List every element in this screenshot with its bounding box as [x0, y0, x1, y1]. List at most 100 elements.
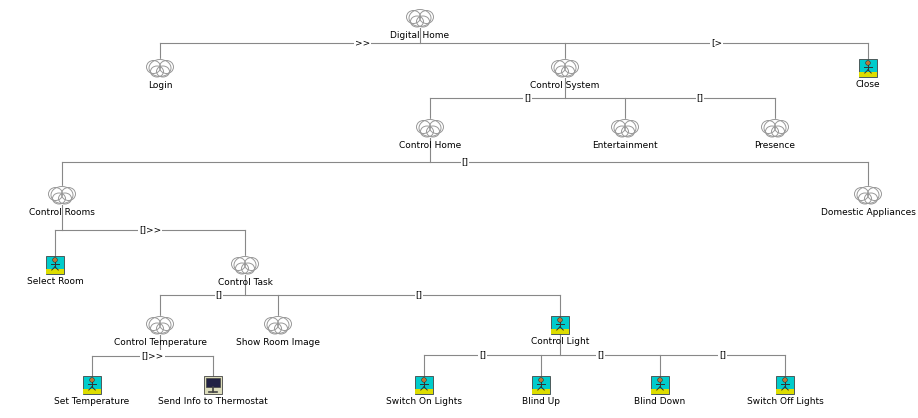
FancyBboxPatch shape: [551, 316, 569, 334]
Ellipse shape: [417, 120, 431, 133]
Ellipse shape: [614, 120, 636, 137]
Ellipse shape: [160, 318, 174, 331]
Text: Blind Down: Blind Down: [634, 397, 686, 406]
Text: Domestic Appliances: Domestic Appliances: [821, 208, 915, 217]
Ellipse shape: [766, 126, 778, 137]
Ellipse shape: [624, 120, 639, 133]
Ellipse shape: [565, 61, 578, 74]
Circle shape: [90, 377, 95, 382]
Text: []: []: [697, 94, 703, 102]
FancyBboxPatch shape: [204, 376, 222, 394]
Text: >>: >>: [355, 38, 370, 48]
Ellipse shape: [555, 66, 568, 77]
Circle shape: [866, 61, 870, 65]
Text: Control Temperature: Control Temperature: [114, 338, 207, 347]
Text: Send Info to Thermostat: Send Info to Thermostat: [158, 397, 268, 406]
Ellipse shape: [267, 316, 289, 334]
Ellipse shape: [241, 263, 254, 274]
Ellipse shape: [554, 59, 576, 76]
Ellipse shape: [268, 323, 282, 334]
Text: []: []: [719, 351, 726, 359]
Ellipse shape: [156, 66, 170, 77]
Ellipse shape: [611, 120, 625, 133]
Ellipse shape: [156, 323, 170, 334]
Text: Close: Close: [856, 80, 880, 89]
Text: [>: [>: [711, 38, 722, 48]
Ellipse shape: [49, 188, 62, 201]
Text: Blind Up: Blind Up: [522, 397, 560, 406]
Circle shape: [557, 318, 563, 322]
Ellipse shape: [274, 323, 287, 334]
Ellipse shape: [151, 323, 163, 334]
Text: Entertainment: Entertainment: [592, 141, 658, 150]
Text: []: []: [524, 94, 531, 102]
Ellipse shape: [420, 10, 433, 23]
Text: Login: Login: [148, 81, 173, 90]
Ellipse shape: [244, 257, 259, 270]
Ellipse shape: [59, 193, 72, 204]
Ellipse shape: [410, 16, 423, 27]
Ellipse shape: [771, 126, 785, 137]
Ellipse shape: [762, 120, 776, 133]
FancyBboxPatch shape: [532, 389, 550, 394]
Text: Select Room: Select Room: [27, 277, 84, 286]
Ellipse shape: [430, 120, 443, 133]
Text: Set Temperature: Set Temperature: [54, 397, 129, 406]
Ellipse shape: [427, 126, 440, 137]
Circle shape: [539, 377, 543, 382]
Ellipse shape: [857, 186, 879, 204]
Text: Control Rooms: Control Rooms: [29, 208, 95, 217]
Ellipse shape: [149, 59, 171, 76]
Ellipse shape: [147, 318, 161, 331]
Ellipse shape: [865, 193, 878, 204]
Ellipse shape: [51, 186, 73, 204]
FancyBboxPatch shape: [551, 329, 569, 334]
Ellipse shape: [858, 193, 871, 204]
FancyBboxPatch shape: [776, 389, 794, 394]
Ellipse shape: [615, 126, 629, 137]
Ellipse shape: [409, 10, 431, 26]
Text: []: []: [479, 351, 486, 359]
Ellipse shape: [147, 61, 161, 74]
Ellipse shape: [417, 16, 430, 27]
Circle shape: [52, 257, 57, 263]
Ellipse shape: [552, 61, 565, 74]
Ellipse shape: [149, 316, 171, 334]
Circle shape: [421, 377, 426, 382]
Text: []: []: [416, 291, 422, 300]
Ellipse shape: [52, 193, 65, 204]
Text: []: []: [462, 157, 468, 166]
Text: Control System: Control System: [531, 81, 599, 90]
Text: []>>: []>>: [141, 351, 163, 360]
Ellipse shape: [562, 66, 575, 77]
Circle shape: [783, 377, 788, 382]
Ellipse shape: [868, 188, 881, 201]
FancyBboxPatch shape: [651, 376, 669, 394]
FancyBboxPatch shape: [859, 72, 877, 77]
Ellipse shape: [621, 126, 634, 137]
Text: Control Home: Control Home: [399, 141, 461, 150]
Text: []: []: [597, 351, 604, 359]
Ellipse shape: [160, 61, 174, 74]
Ellipse shape: [62, 188, 75, 201]
Text: Control Task: Control Task: [218, 278, 273, 287]
Ellipse shape: [151, 66, 163, 77]
Text: Digital Home: Digital Home: [390, 31, 450, 40]
FancyBboxPatch shape: [46, 256, 64, 274]
Ellipse shape: [234, 257, 256, 273]
Ellipse shape: [764, 120, 786, 137]
Ellipse shape: [277, 318, 292, 331]
Text: Presence: Presence: [755, 141, 796, 150]
FancyBboxPatch shape: [46, 269, 64, 274]
Ellipse shape: [419, 120, 441, 137]
FancyBboxPatch shape: [776, 376, 794, 394]
Text: Switch Off Lights: Switch Off Lights: [746, 397, 823, 406]
FancyBboxPatch shape: [651, 389, 669, 394]
FancyBboxPatch shape: [207, 378, 219, 387]
Text: Control Light: Control Light: [531, 337, 589, 346]
Text: Switch On Lights: Switch On Lights: [386, 397, 462, 406]
Ellipse shape: [775, 120, 789, 133]
Text: []: []: [216, 291, 222, 300]
Ellipse shape: [264, 318, 278, 331]
Text: []>>: []>>: [139, 225, 162, 234]
